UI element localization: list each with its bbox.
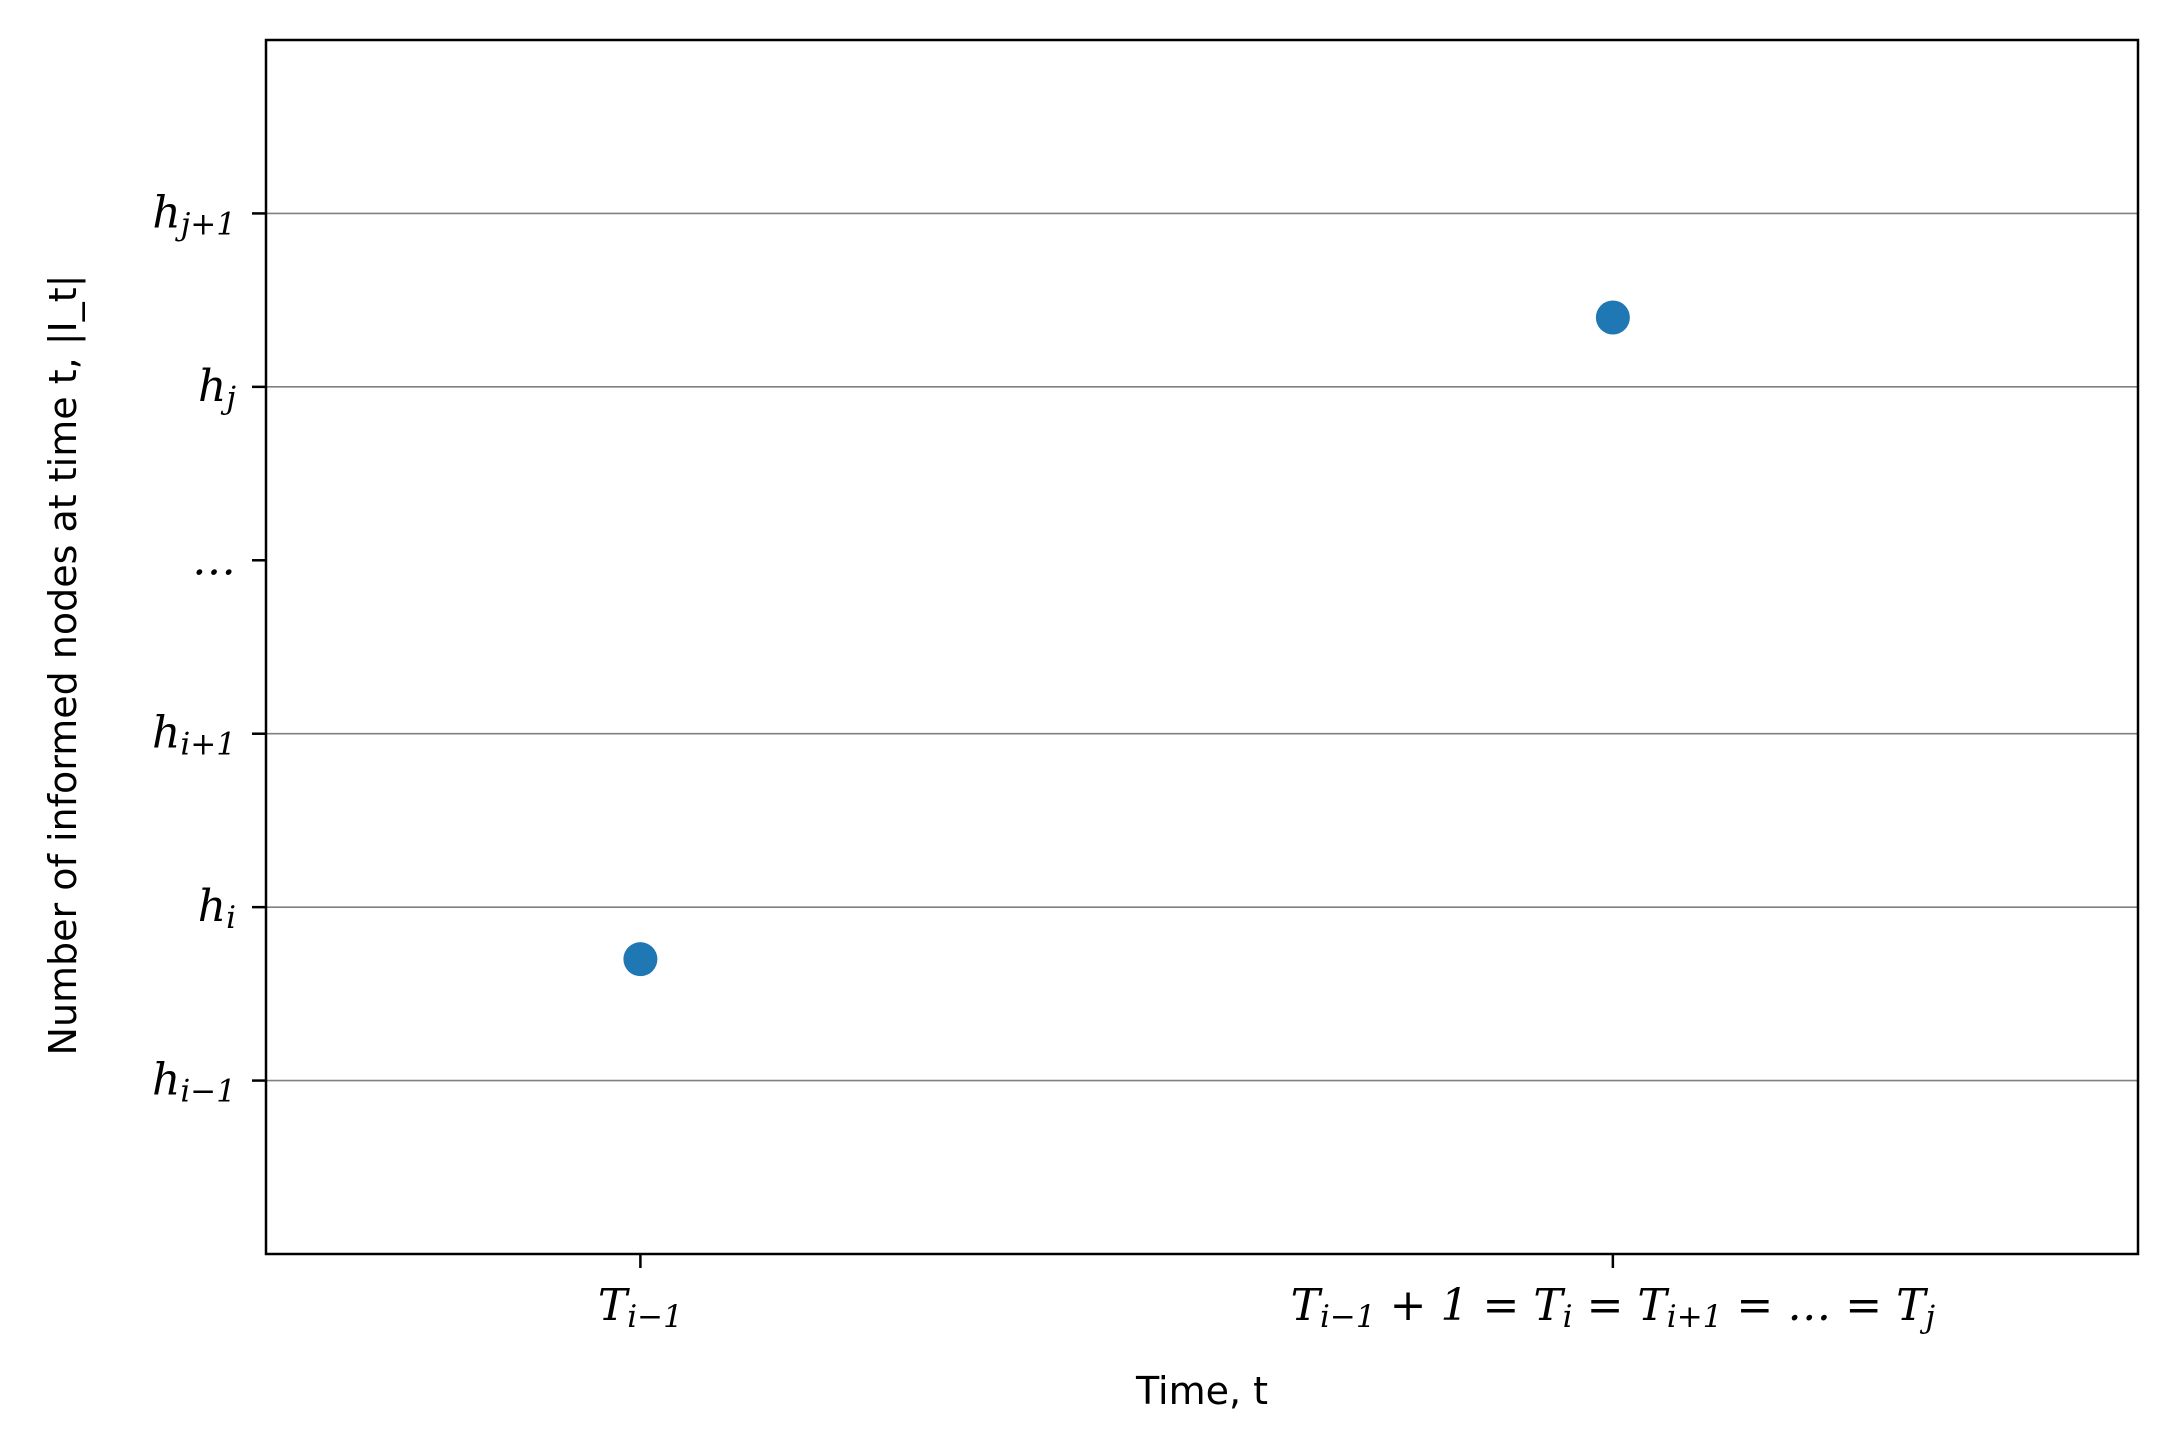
y-axis-label: Number of informed nodes at time t, |I_t…: [41, 275, 86, 1056]
x-tick-label: Ti−1: [598, 1280, 683, 1335]
y-tick-label: hi+1: [152, 708, 236, 763]
y-tick-label: hj: [198, 361, 236, 416]
x-axis-label: Time, t: [1135, 1369, 1268, 1413]
data-points: [623, 300, 1630, 977]
grid-lines: [266, 212, 2138, 1082]
scatter-point: [623, 942, 658, 977]
x-axis: Ti−1 Ti−1 + 1 = Ti = Ti+1 = … = Tj: [598, 1254, 1936, 1335]
y-tick-label: …: [192, 534, 236, 585]
scatter-point: [1595, 300, 1630, 335]
x-tick-label: Ti−1 + 1 = Ti = Ti+1 = … = Tj: [1291, 1280, 1936, 1335]
y-axis: hi−1 hi hi+1 … hj hj+1: [152, 187, 266, 1109]
y-tick-label: hj+1: [152, 187, 236, 242]
y-tick-label: hi−1: [152, 1055, 236, 1110]
y-tick-label: hi: [198, 881, 236, 936]
plot-frame: [264, 38, 2140, 1256]
